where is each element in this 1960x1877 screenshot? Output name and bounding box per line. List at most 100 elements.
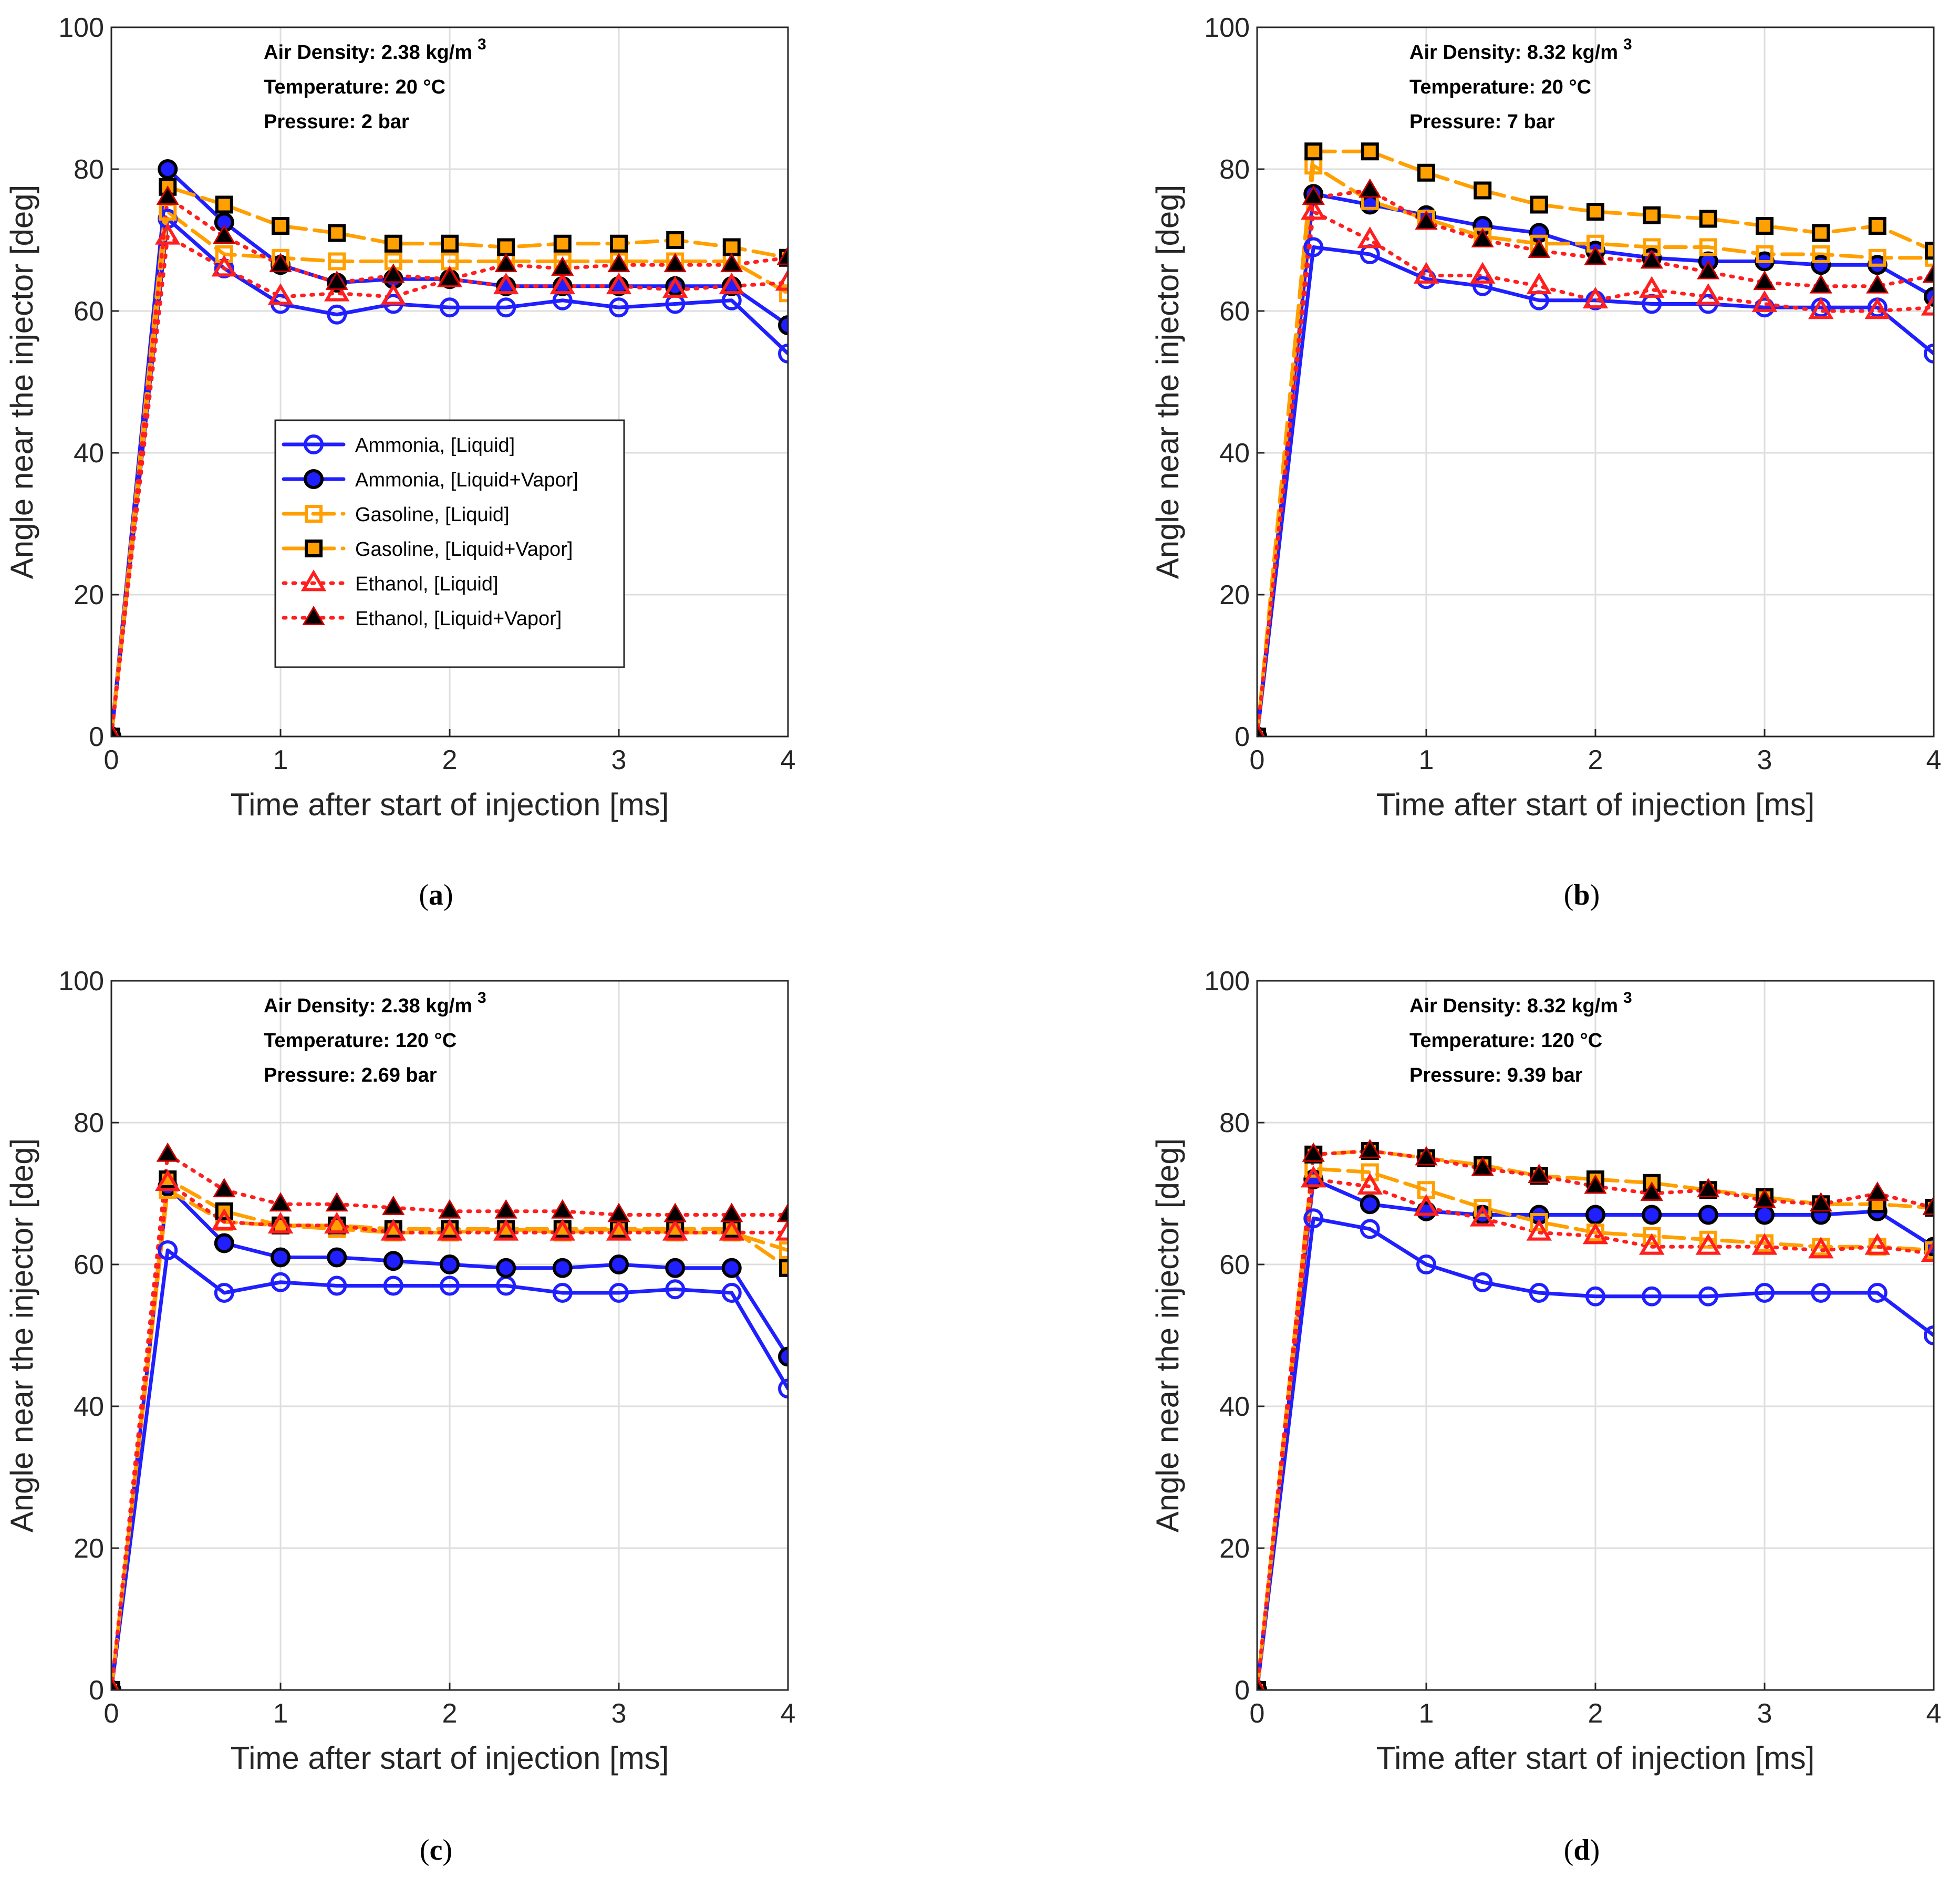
y-axis-label: Angle near the injector [deg] xyxy=(4,1138,39,1533)
data-point xyxy=(1811,1283,1831,1303)
data-point xyxy=(493,1219,519,1241)
data-point xyxy=(609,1283,629,1303)
data-point xyxy=(1699,1230,1717,1249)
x-axis-label: Time after start of injection [ms] xyxy=(1376,787,1815,822)
y-tick-label: 40 xyxy=(1219,1392,1250,1422)
data-point xyxy=(1643,1227,1661,1245)
density-superscript: 3 xyxy=(1623,36,1632,53)
data-point xyxy=(1471,228,1494,247)
data-point xyxy=(327,1247,347,1268)
legend-entry: Ammonia, [Liquid] xyxy=(355,434,515,457)
data-point xyxy=(549,272,576,295)
caption-close: ) xyxy=(1590,879,1600,911)
data-point xyxy=(779,1259,788,1277)
legend-entry: Gasoline, [Liquid] xyxy=(355,504,510,526)
data-point xyxy=(154,1169,181,1191)
data-point xyxy=(607,1202,630,1222)
caption-open: ( xyxy=(420,1834,430,1866)
x-tick-label: 4 xyxy=(781,745,796,775)
data-point xyxy=(1360,1194,1380,1215)
legend-marker xyxy=(305,505,323,523)
data-point xyxy=(1925,1241,1934,1259)
y-tick-label: 0 xyxy=(89,1675,104,1706)
y-axis-label: Angle near the injector [deg] xyxy=(1150,1138,1185,1533)
annotation-temperature: Temperature: 20 °C xyxy=(264,76,445,98)
legend: Ammonia, [Liquid] Ammonia, [Liquid+Vapor]… xyxy=(274,419,625,668)
caption-letter: c xyxy=(430,1834,443,1866)
data-point xyxy=(211,255,237,277)
data-point xyxy=(1357,226,1383,248)
data-point xyxy=(158,159,178,179)
x-tick-label: 1 xyxy=(1419,1698,1434,1729)
data-point xyxy=(1302,1142,1325,1162)
x-tick-label: 0 xyxy=(104,1698,119,1729)
data-point xyxy=(1415,210,1438,230)
data-point xyxy=(1751,1233,1778,1255)
axes-box xyxy=(110,26,789,738)
data-point xyxy=(720,253,743,273)
data-point xyxy=(267,1211,294,1234)
data-point xyxy=(437,1219,463,1241)
caption-letter: d xyxy=(1573,1834,1590,1866)
data-point xyxy=(1756,217,1774,235)
data-point xyxy=(1698,1286,1718,1306)
y-tick-label: 0 xyxy=(1235,722,1250,752)
data-point xyxy=(1808,1237,1834,1259)
data-point xyxy=(269,1192,292,1212)
data-point xyxy=(158,1240,178,1260)
data-point xyxy=(609,297,629,318)
data-point xyxy=(551,256,574,276)
y-tick-label: 80 xyxy=(1219,154,1250,185)
data-point xyxy=(325,1192,348,1212)
y-tick-label: 100 xyxy=(58,966,104,997)
x-tick-label: 1 xyxy=(273,1698,288,1729)
caption-open: ( xyxy=(419,879,429,911)
caption-open: ( xyxy=(1564,1834,1574,1866)
data-point xyxy=(1416,1254,1436,1274)
x-axis-label: Time after start of injection [ms] xyxy=(231,787,669,822)
data-point xyxy=(1303,237,1324,257)
panel-caption: (d) xyxy=(1564,1834,1600,1866)
y-axis-label: Angle near the injector [deg] xyxy=(1150,185,1185,579)
x-tick-label: 2 xyxy=(1588,1698,1603,1729)
data-point xyxy=(327,304,347,325)
x-tick-label: 4 xyxy=(1926,1698,1942,1729)
y-tick-label: 60 xyxy=(1219,1250,1250,1280)
data-point xyxy=(552,1283,573,1303)
data-point xyxy=(1584,1174,1607,1194)
x-tick-label: 0 xyxy=(1250,1698,1265,1729)
data-point xyxy=(721,1283,742,1303)
data-point xyxy=(1358,178,1382,198)
data-point xyxy=(1413,1194,1439,1216)
data-layer xyxy=(1257,142,1934,737)
data-point xyxy=(662,1219,688,1241)
series-line xyxy=(111,1248,788,1690)
data-point xyxy=(1925,242,1934,260)
data-point xyxy=(380,1219,407,1241)
data-point xyxy=(1469,262,1496,284)
data-point xyxy=(1304,142,1323,161)
data-layer xyxy=(111,1142,788,1690)
density-superscript: 3 xyxy=(1623,989,1632,1007)
series-line xyxy=(1257,1177,1934,1690)
data-point xyxy=(156,185,179,205)
data-point xyxy=(497,238,515,256)
caption-close: ) xyxy=(1590,1834,1600,1866)
data-point xyxy=(328,224,346,242)
data-point xyxy=(1472,276,1493,296)
density-superscript: 3 xyxy=(478,36,486,53)
data-point xyxy=(553,234,572,253)
data-point xyxy=(383,1275,403,1296)
data-point xyxy=(1528,238,1551,258)
data-point xyxy=(269,253,292,273)
data-point xyxy=(156,1142,179,1162)
data-point xyxy=(1530,195,1548,214)
data-point xyxy=(215,195,233,214)
data-point xyxy=(666,231,685,249)
data-point xyxy=(1864,1233,1891,1255)
data-point xyxy=(775,1219,788,1241)
data-point xyxy=(1585,1286,1605,1306)
data-point xyxy=(1526,1219,1552,1241)
